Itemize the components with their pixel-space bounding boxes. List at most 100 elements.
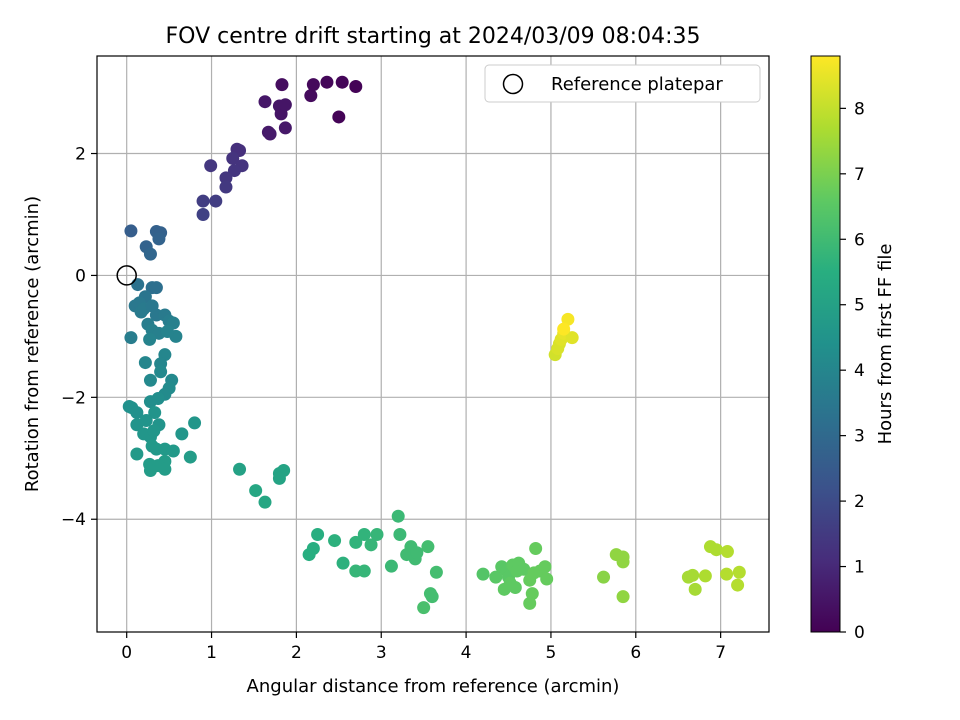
x-tick-label: 5 [546, 643, 557, 663]
data-point [166, 444, 180, 458]
data-point [349, 535, 363, 549]
colorbar-tick-label: 0 [854, 623, 865, 643]
data-point [391, 509, 405, 523]
y-tick-label: −2 [61, 388, 86, 408]
legend-reference-symbol [502, 73, 524, 95]
data-point [147, 424, 161, 438]
data-point [249, 484, 263, 498]
colorbar-ticks: 0 1 2 3 4 5 6 7 8 [840, 99, 865, 643]
x-tick-label: 7 [715, 643, 726, 663]
colorbar-tick-label: 6 [854, 230, 865, 250]
data-point [561, 312, 575, 326]
data-point [336, 556, 350, 570]
data-point [143, 373, 157, 387]
legend: Reference platepar [484, 64, 761, 103]
data-point [616, 590, 630, 604]
data-point [508, 581, 522, 595]
colorbar-tick-label: 4 [854, 361, 865, 381]
data-point [393, 527, 407, 541]
data-point [219, 171, 233, 185]
data-point [227, 164, 241, 178]
data-point [538, 560, 552, 574]
data-point [158, 462, 172, 476]
colorbar-tick-label: 7 [854, 165, 865, 185]
data-point [311, 527, 325, 541]
data-point [616, 555, 630, 569]
data-point [272, 471, 286, 485]
data-point [497, 582, 511, 596]
data-point [364, 538, 378, 552]
x-tick-label: 3 [376, 643, 387, 663]
data-point [720, 567, 734, 581]
data-point [138, 356, 152, 370]
data-point [370, 527, 384, 541]
data-point [686, 568, 700, 582]
x-tick-label: 0 [121, 643, 132, 663]
data-points [122, 75, 746, 615]
data-point [357, 527, 371, 541]
data-point [384, 559, 398, 573]
data-point [525, 587, 539, 601]
data-point [335, 75, 349, 89]
data-point [143, 463, 157, 477]
data-point [732, 565, 746, 579]
reference-marker [116, 265, 137, 286]
data-point [597, 570, 611, 584]
colorbar-label: Hours from first FF file [875, 244, 896, 445]
data-point [143, 395, 157, 409]
data-point [143, 332, 157, 346]
data-point [124, 224, 138, 238]
data-point [175, 427, 189, 441]
data-point [196, 207, 210, 221]
y-tick-label: −4 [61, 510, 86, 530]
data-point [709, 543, 723, 557]
data-point [275, 78, 289, 92]
data-point [160, 325, 174, 339]
data-point [148, 406, 162, 420]
x-axis-label: Angular distance from reference (arcmin) [247, 676, 620, 697]
data-point [306, 78, 320, 92]
y-tick-label: 2 [75, 145, 86, 165]
data-point [357, 564, 371, 578]
data-point [688, 582, 702, 596]
plot-frame [96, 55, 770, 633]
data-point [130, 447, 144, 461]
colorbar-gradient [810, 55, 841, 633]
data-point [130, 418, 144, 432]
colorbar: 0 1 2 3 4 5 6 7 8 Hours from first FF file [810, 55, 896, 643]
data-point [258, 95, 272, 109]
x-axis-ticks: 0 1 2 3 4 5 6 7 [121, 632, 726, 663]
data-point [425, 590, 439, 604]
data-point [523, 596, 537, 610]
data-point [565, 331, 579, 345]
x-tick-label: 2 [291, 643, 302, 663]
colorbar-tick-label: 2 [854, 492, 865, 512]
data-point [540, 572, 554, 586]
data-point [489, 570, 503, 584]
y-axis-ticks: −4 −2 0 2 [61, 145, 97, 530]
data-point [226, 151, 240, 165]
data-point [417, 601, 431, 615]
chart-title: FOV centre drift starting at 2024/03/09 … [166, 24, 701, 49]
data-point [278, 98, 292, 112]
data-point [219, 180, 233, 194]
y-axis-label: Rotation from reference (arcmin) [22, 196, 43, 492]
data-point [131, 278, 145, 292]
data-point [143, 247, 157, 261]
data-point [429, 565, 443, 579]
data-point [152, 232, 166, 246]
colorbar-tick-label: 5 [854, 296, 865, 316]
legend-box [484, 64, 761, 103]
data-point [304, 89, 318, 103]
data-point [698, 569, 712, 583]
colorbar-tick-label: 1 [854, 558, 865, 578]
data-point [332, 110, 346, 124]
x-tick-label: 4 [461, 643, 472, 663]
data-point [302, 548, 316, 562]
data-point [196, 194, 210, 208]
data-point [529, 541, 543, 555]
grid-lines [97, 56, 769, 632]
data-point [258, 495, 272, 509]
data-point [720, 545, 734, 559]
data-point [154, 365, 168, 379]
